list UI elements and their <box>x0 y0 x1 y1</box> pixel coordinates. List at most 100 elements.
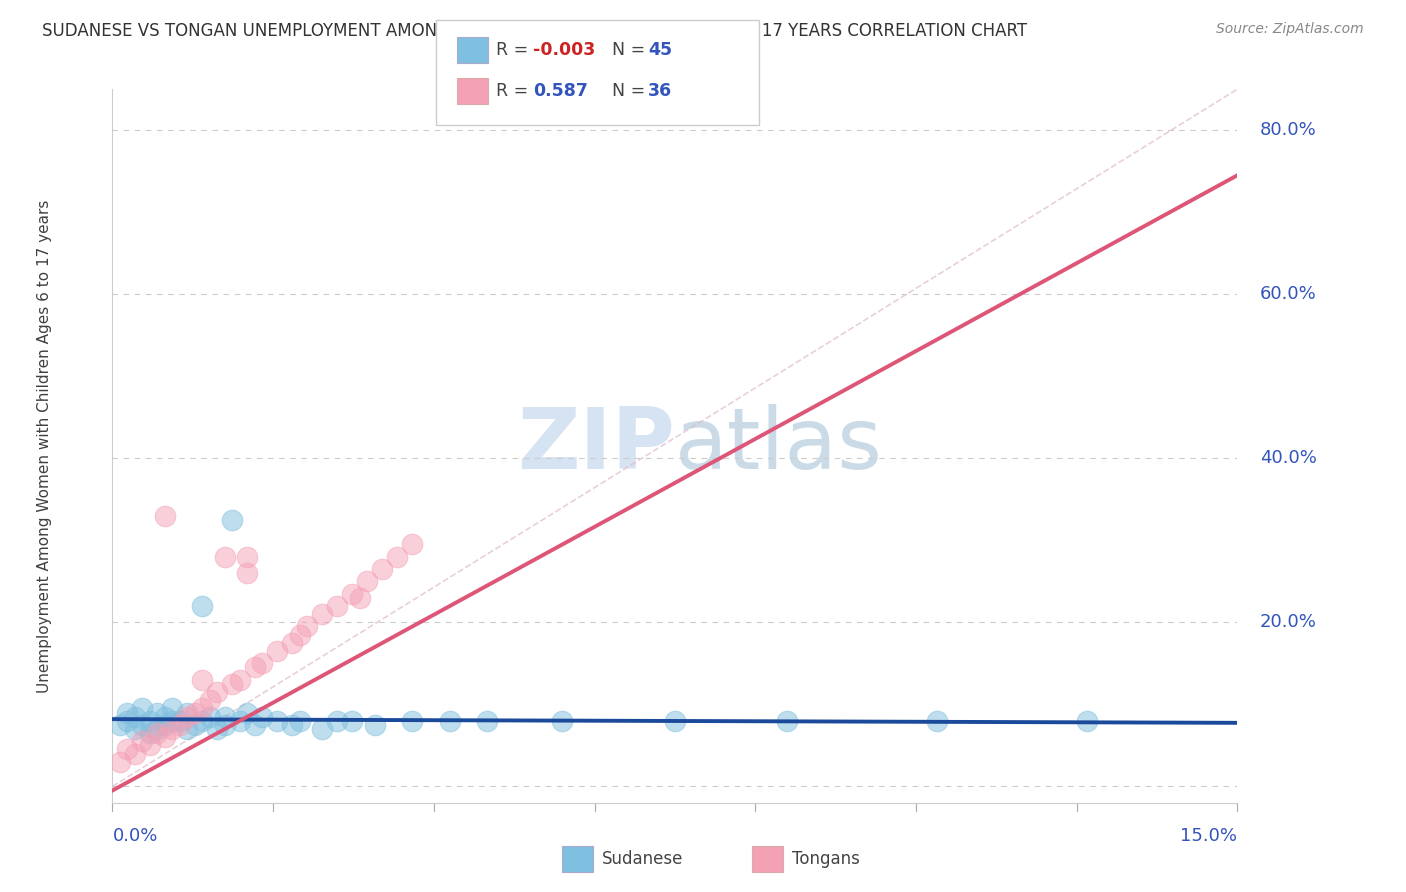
Point <box>349 591 371 605</box>
Point <box>139 714 162 728</box>
Point <box>124 709 146 723</box>
Text: R =: R = <box>496 41 534 59</box>
Text: ZIP: ZIP <box>517 404 675 488</box>
Text: 45: 45 <box>648 41 672 59</box>
Point <box>146 726 169 740</box>
Point <box>927 714 949 728</box>
Point <box>153 718 176 732</box>
Text: Tongans: Tongans <box>792 850 859 868</box>
Point <box>169 718 191 732</box>
Point <box>191 599 214 613</box>
Point <box>288 627 311 641</box>
Point <box>214 549 236 564</box>
Point <box>139 726 162 740</box>
Text: atlas: atlas <box>675 404 883 488</box>
Point <box>146 706 169 720</box>
Text: N =: N = <box>612 41 651 59</box>
Point <box>477 714 499 728</box>
Text: 0.0%: 0.0% <box>112 828 157 846</box>
Point <box>776 714 799 728</box>
Point <box>387 549 409 564</box>
Text: 80.0%: 80.0% <box>1260 121 1316 139</box>
Point <box>229 673 252 687</box>
Point <box>221 513 243 527</box>
Point <box>169 714 191 728</box>
Point <box>326 599 349 613</box>
Point <box>191 673 214 687</box>
Point <box>131 734 153 748</box>
Point <box>221 677 243 691</box>
Point <box>311 607 333 622</box>
Point <box>266 644 288 658</box>
Point <box>401 537 423 551</box>
Point <box>236 566 259 581</box>
Text: 0.587: 0.587 <box>533 82 588 100</box>
Point <box>146 722 169 736</box>
Point <box>153 508 176 523</box>
Point <box>207 722 229 736</box>
Point <box>176 722 198 736</box>
Text: R =: R = <box>496 82 540 100</box>
Point <box>184 718 207 732</box>
Point <box>124 722 146 736</box>
Point <box>153 730 176 744</box>
Point <box>252 657 274 671</box>
Point <box>1076 714 1098 728</box>
Point <box>236 706 259 720</box>
Point <box>162 701 184 715</box>
Point <box>117 742 139 756</box>
Point <box>243 660 266 674</box>
Point <box>342 587 364 601</box>
Point <box>176 709 198 723</box>
Text: Unemployment Among Women with Children Ages 6 to 17 years: Unemployment Among Women with Children A… <box>38 199 52 693</box>
Point <box>176 706 198 720</box>
Point <box>139 739 162 753</box>
Text: 15.0%: 15.0% <box>1180 828 1237 846</box>
Text: Sudanese: Sudanese <box>602 850 683 868</box>
Point <box>236 549 259 564</box>
Point <box>207 685 229 699</box>
Point <box>288 714 311 728</box>
Point <box>131 718 153 732</box>
Point <box>198 693 221 707</box>
Point <box>214 718 236 732</box>
Point <box>191 714 214 728</box>
Text: N =: N = <box>612 82 651 100</box>
Point <box>117 706 139 720</box>
Point <box>131 701 153 715</box>
Point <box>371 562 394 576</box>
Point <box>162 722 184 736</box>
Point <box>184 706 207 720</box>
Point <box>297 619 319 633</box>
Point <box>108 755 131 769</box>
Point <box>162 714 184 728</box>
Point <box>108 718 131 732</box>
Point <box>342 714 364 728</box>
Point <box>124 747 146 761</box>
Point <box>229 714 252 728</box>
Point <box>198 709 221 723</box>
Point <box>252 709 274 723</box>
Point <box>281 718 304 732</box>
Point <box>664 714 686 728</box>
Point <box>243 718 266 732</box>
Text: SUDANESE VS TONGAN UNEMPLOYMENT AMONG WOMEN WITH CHILDREN AGES 6 TO 17 YEARS COR: SUDANESE VS TONGAN UNEMPLOYMENT AMONG WO… <box>42 22 1028 40</box>
Point <box>364 718 387 732</box>
Text: Source: ZipAtlas.com: Source: ZipAtlas.com <box>1216 22 1364 37</box>
Text: 20.0%: 20.0% <box>1260 614 1316 632</box>
Point <box>439 714 461 728</box>
Point <box>191 701 214 715</box>
Point <box>266 714 288 728</box>
Point <box>117 714 139 728</box>
Text: 60.0%: 60.0% <box>1260 285 1316 303</box>
Point <box>311 722 333 736</box>
Point <box>551 714 574 728</box>
Point <box>153 709 176 723</box>
Text: 40.0%: 40.0% <box>1260 450 1316 467</box>
Text: 36: 36 <box>648 82 672 100</box>
Point <box>214 709 236 723</box>
Text: -0.003: -0.003 <box>533 41 595 59</box>
Point <box>281 636 304 650</box>
Point <box>326 714 349 728</box>
Point <box>401 714 423 728</box>
